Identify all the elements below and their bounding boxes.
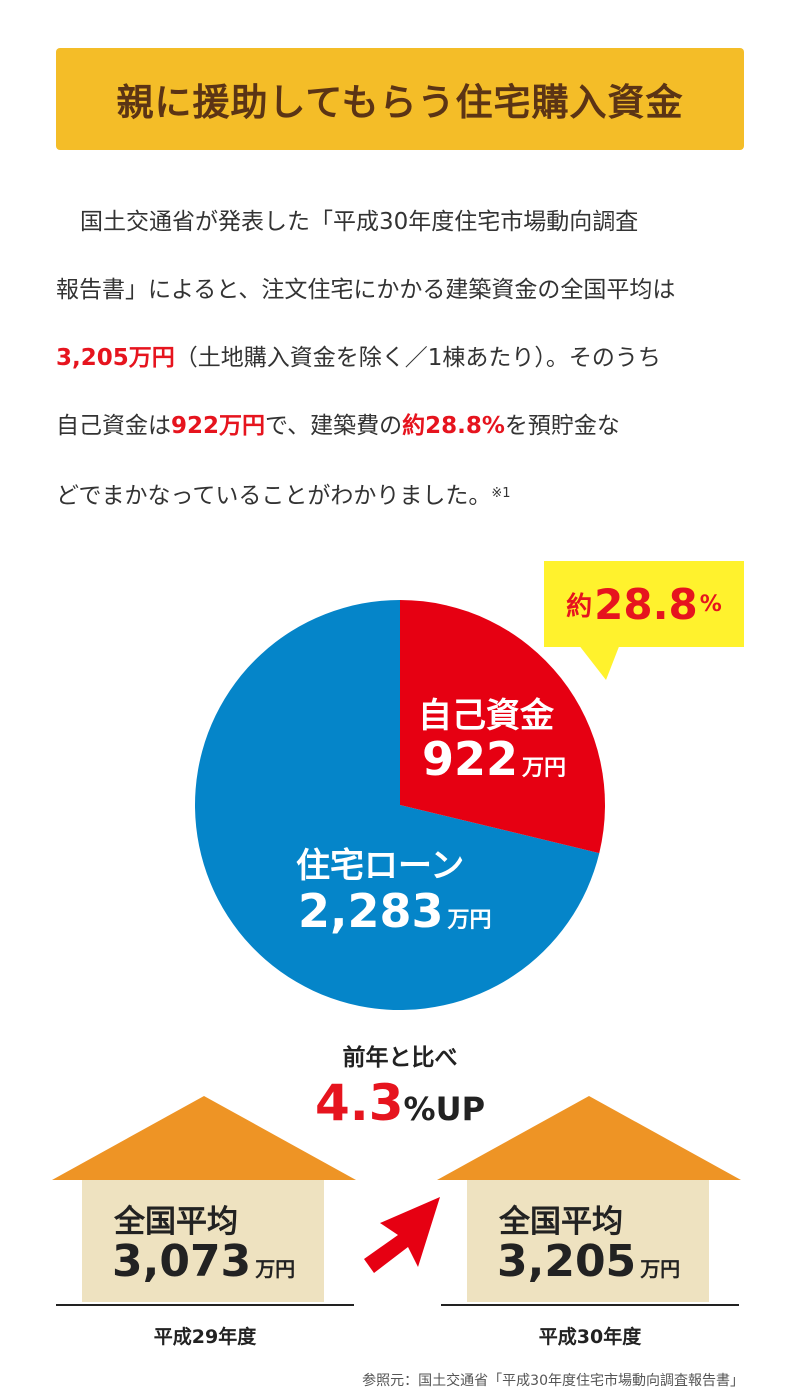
house-wall — [82, 1180, 324, 1302]
house-avg-label: 全国平均 — [499, 1204, 623, 1240]
pie-slice-self-funds — [400, 600, 605, 854]
self-funds-label: 自己資金 — [418, 696, 554, 736]
house-current-year: 全国平均 3,205 万円 — [437, 1096, 741, 1306]
house-number: 3,205 — [497, 1236, 637, 1287]
body-line: 自己資金は922万円で、建築費の約28.8%を預貯金な — [56, 392, 748, 460]
self-funds-value: 922 万円 — [422, 732, 566, 786]
house-avg-value: 3,073 万円 — [112, 1236, 295, 1287]
ground-line — [441, 1304, 739, 1306]
body-text-segment: どでまかなっていることがわかりました。 — [56, 483, 492, 509]
loan-value: 2,283 万円 — [298, 884, 492, 938]
house-prev-year: 全国平均 3,073 万円 — [52, 1096, 356, 1306]
loan-label: 住宅ローン — [296, 846, 465, 886]
page-title: 親に援助してもらう住宅購入資金 — [116, 81, 684, 124]
highlight-ratio: 約28.8% — [402, 413, 505, 439]
speech-bubble — [544, 561, 744, 647]
house-avg-label: 全国平均 — [114, 1204, 238, 1240]
source-citation: 参照元：国土交通省「平成30年度住宅市場動向調査報告書」 — [362, 1373, 744, 1389]
house-unit: 万円 — [255, 1257, 296, 1281]
pie-slice-loan — [194, 600, 600, 1010]
body-text-segment: （土地購入資金を除く／1棟あたり）。そのうち — [174, 345, 661, 371]
year-label: 平成29年度 — [153, 1326, 257, 1348]
body-text: 国土交通省が発表した「平成30年度住宅市場動向調査 報告書」によると、注文住宅に… — [56, 188, 748, 530]
house-wall — [467, 1180, 709, 1302]
speech-bubble-tail — [578, 644, 620, 680]
pie-chart — [194, 600, 605, 1010]
loan-unit: 万円 — [447, 908, 492, 933]
footnote-mark: ※1 — [491, 486, 511, 501]
house-unit: 万円 — [640, 1257, 681, 1281]
ratio-unit: % — [699, 591, 722, 617]
ratio-callout: 約 28.8% — [544, 561, 744, 647]
body-line: 国土交通省が発表した「平成30年度住宅市場動向調査 — [80, 209, 639, 235]
house-avg-value: 3,205 万円 — [497, 1236, 680, 1287]
loan-number: 2,283 — [298, 884, 444, 938]
body-text-segment: 自己資金は — [56, 413, 171, 439]
self-funds-number: 922 — [422, 732, 519, 786]
body-text-segment: で、建築費の — [265, 413, 403, 439]
up-arrow-icon — [364, 1197, 440, 1273]
title-banner: 親に援助してもらう住宅購入資金 — [56, 48, 744, 150]
house-roof — [437, 1096, 741, 1180]
highlight-self-funds: 922万円 — [171, 413, 266, 439]
self-funds-unit: 万円 — [522, 756, 567, 781]
comparison-label: 前年と比べ — [342, 1045, 458, 1071]
body-text-segment: を預貯金な — [504, 413, 620, 439]
highlight-total: 3,205万円 — [56, 345, 175, 371]
ratio-number: 28.8 — [594, 579, 698, 629]
body-line: 報告書」によると、注文住宅にかかる建築資金の全国平均は — [56, 277, 676, 303]
body-line: どでまかなっていることがわかりました。※1 — [56, 460, 748, 530]
year-label: 平成30年度 — [538, 1326, 642, 1348]
ground-line — [56, 1304, 354, 1306]
house-number: 3,073 — [112, 1236, 252, 1287]
house-roof — [52, 1096, 356, 1180]
ratio-prefix: 約 — [566, 591, 593, 622]
body-line: 3,205万円（土地購入資金を除く／1棟あたり）。そのうち — [56, 324, 748, 392]
